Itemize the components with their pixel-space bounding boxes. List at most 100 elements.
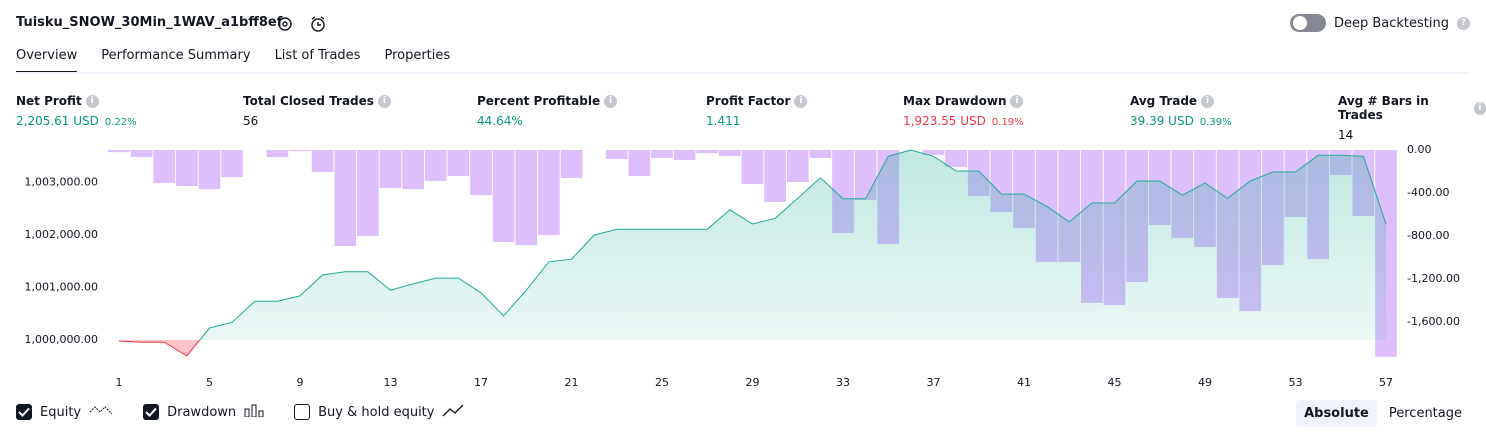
metric-value-row: 39.39 USD 0.39% — [1130, 114, 1232, 128]
info-icon: i — [604, 94, 618, 108]
deep-backtesting-label: Deep Backtesting — [1333, 15, 1449, 31]
toggle[interactable] — [1289, 13, 1326, 33]
metric-value: 14 — [1338, 128, 1354, 142]
legend-label: Buy & hold equity — [318, 404, 435, 420]
metric-label-row: Net Profit i — [16, 94, 137, 108]
metric-percent: 0.39% — [1199, 117, 1232, 128]
view-mode[interactable]: Percentage — [1388, 406, 1462, 421]
legend-label: Drawdown — [167, 404, 237, 420]
info-icon: i — [85, 94, 99, 108]
equity-line — [199, 149, 1387, 341]
checkbox[interactable] — [16, 404, 32, 420]
x-tick-label: 53 — [1289, 376, 1303, 389]
drawdown-bar — [515, 150, 538, 246]
metric-percent: 0.22% — [104, 117, 137, 128]
drawdown-bar — [153, 150, 176, 184]
legend-icon — [442, 403, 464, 421]
drawdown-bar — [673, 150, 696, 160]
drawdown-bar — [266, 150, 289, 157]
tab[interactable]: Performance Summary — [101, 48, 251, 63]
y-tick-label: 1,003,000.00 — [25, 176, 98, 189]
tabs: Overview Performance Summary List of Trade… — [16, 48, 450, 74]
metric-label-row: Max Drawdown i — [903, 94, 1024, 108]
y2-tick-label: -800.00 — [1407, 229, 1449, 242]
title-icons[interactable] — [276, 15, 326, 33]
drawdown-bar — [447, 150, 470, 177]
metric-value-row: 44.64% — [477, 114, 617, 128]
metric-value: 44.64% — [477, 114, 523, 128]
legend-icon — [244, 403, 264, 421]
drawdown-bar — [741, 150, 764, 184]
metric-value: 1,923.55 USD — [903, 114, 986, 128]
checkbox[interactable] — [294, 404, 311, 420]
drawdown-bar — [198, 150, 221, 190]
tab[interactable]: Overview — [16, 48, 78, 74]
view-mode[interactable]: Absolute — [1296, 400, 1377, 427]
metric-value-row: 1,923.55 USD 0.19% — [903, 114, 1024, 128]
drawdown-bar — [786, 150, 809, 183]
drawdown-bar — [560, 150, 583, 178]
legend-icon — [89, 403, 113, 421]
drawdown-bar — [492, 150, 515, 243]
drawdown-bar — [108, 150, 130, 153]
metric-label-row: Total Closed Trades i — [243, 94, 391, 108]
drawdown-bar — [130, 150, 153, 157]
drawdown-bar — [696, 150, 719, 154]
metric-label-row: Percent Profitable i — [477, 94, 618, 108]
drawdown-bar — [628, 150, 651, 177]
metric-label: Percent Profitable — [477, 94, 601, 108]
legend: Equity Drawdown Buy & hold equity — [16, 403, 464, 421]
metric: Max Drawdown i 1,923.55 USD 0.19% — [903, 94, 1024, 128]
metric: Total Closed Trades i 56 — [243, 94, 391, 128]
drawdown-bar — [334, 150, 357, 247]
metric-value-row: 2,205.61 USD 0.22% — [16, 114, 137, 128]
metric-label: Avg # Bars in Trades — [1338, 94, 1429, 122]
x-tick-label: 33 — [836, 376, 850, 389]
drawdown-bar — [470, 150, 492, 196]
tab[interactable]: List of Trades — [274, 48, 361, 63]
metric-label-row: Avg Trade i — [1130, 94, 1232, 108]
x-tick-label: 45 — [1108, 376, 1122, 389]
x-tick-label: 13 — [384, 376, 398, 389]
y2-tick-label: -1,600.00 — [1407, 315, 1460, 328]
checkbox[interactable] — [143, 404, 160, 420]
legend-item[interactable]: Drawdown — [143, 403, 264, 421]
metric: Avg # Bars in Trades i 14 — [1338, 94, 1486, 142]
view-modes: Absolute Percentage — [1296, 400, 1470, 427]
help-icon[interactable]: ? — [1457, 16, 1470, 30]
metric: Net Profit i 2,205.61 USD 0.22% — [16, 94, 137, 128]
x-tick-label: 29 — [746, 376, 760, 389]
deep-backtesting[interactable]: Deep Backtesting ? — [1289, 13, 1470, 33]
tab[interactable]: Properties — [384, 48, 451, 63]
drawdown-bar — [764, 150, 786, 203]
info-icon: i — [1010, 94, 1024, 108]
x-tick-label: 37 — [927, 376, 941, 389]
x-tick-label: 17 — [474, 376, 488, 389]
drawdown-bar — [719, 150, 741, 157]
info-icon: i — [1473, 101, 1486, 115]
drawdown-bar — [311, 150, 334, 173]
metric-value: 1.411 — [706, 114, 741, 128]
drawdown-bar — [424, 150, 447, 181]
metric-value-row: 14 — [1338, 128, 1486, 142]
x-tick-label: 25 — [655, 376, 669, 389]
drawdown-bar — [605, 150, 628, 160]
x-tick-label: 41 — [1017, 376, 1031, 389]
y-tick-label: 1,002,000.00 — [25, 228, 98, 241]
metric: Profit Factor i 1.411 — [706, 94, 808, 128]
x-tick-label: 9 — [297, 376, 304, 389]
legend-item[interactable]: Equity — [16, 403, 113, 421]
drawdown-bar — [379, 150, 402, 188]
drawdown-bar — [289, 150, 311, 152]
y-tick-label: 1,001,000.00 — [25, 281, 98, 294]
drawdown-bar — [402, 150, 424, 190]
metric-percent: 0.19% — [991, 117, 1024, 128]
info-icon: i — [377, 94, 391, 108]
metric: Percent Profitable i 44.64% — [477, 94, 618, 128]
drawdown-bar — [651, 150, 673, 158]
drawdown-bar — [945, 150, 967, 167]
tab-divider — [16, 72, 1470, 74]
x-tick-label: 1 — [116, 376, 123, 389]
legend-item[interactable]: Buy & hold equity — [294, 403, 464, 421]
